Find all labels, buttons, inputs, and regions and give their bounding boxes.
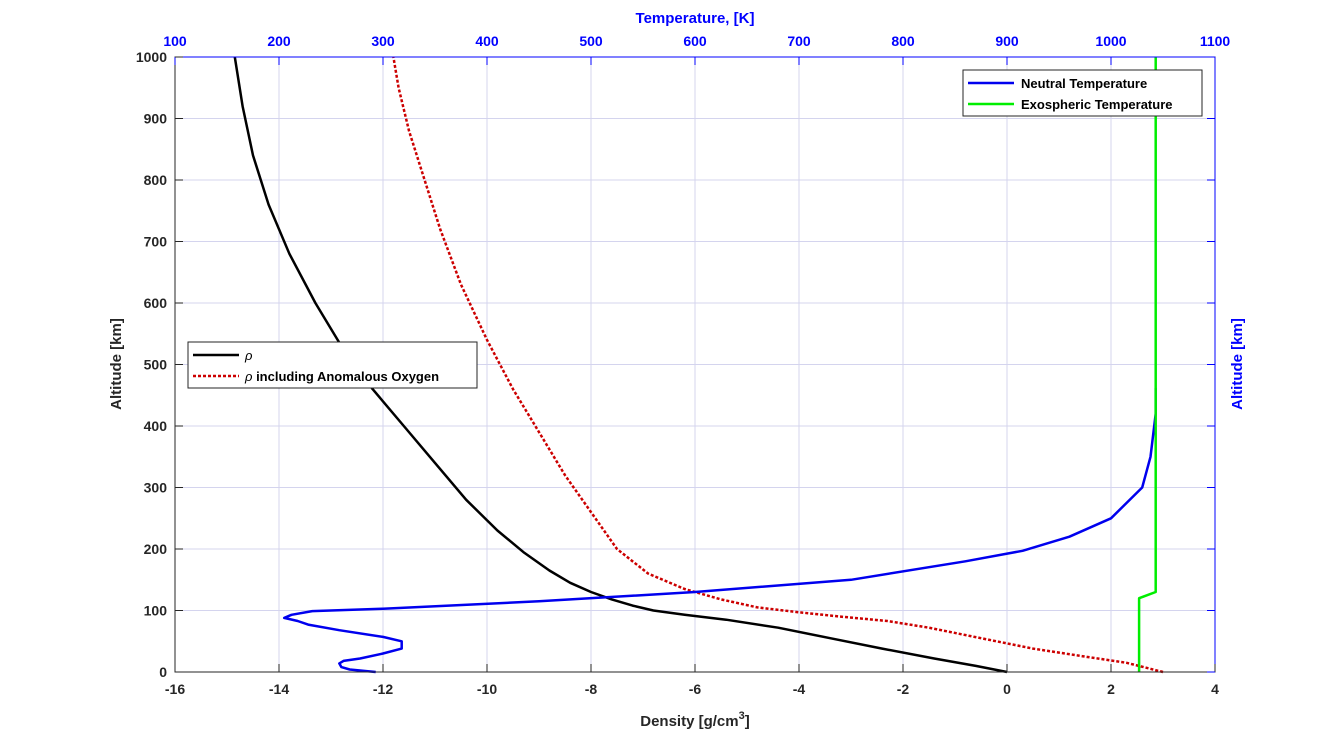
legend-rho-label: ρ [244,348,253,363]
x-tick-label-top: 1000 [1095,33,1126,49]
x-tick-label-top: 100 [163,33,187,49]
x-tick-label-bottom: -8 [585,681,598,697]
x-tick-label-top: 800 [891,33,915,49]
legend-temperature: Neutral Temperature Exospheric Temperatu… [962,69,1203,117]
series-neutral-temperature-line [282,387,1157,674]
x-tick-label-bottom: -10 [477,681,497,697]
x-axis-label-bottom: Density [g/cm3] [640,710,749,730]
x-tick-label-bottom: -14 [269,681,289,697]
legend-density-box [187,341,478,389]
x-tick-label-bottom: -6 [689,681,702,697]
series-rho-ao-line [392,56,1164,674]
y-tick-label-left: 900 [144,111,168,127]
y-tick-label-left: 400 [144,418,168,434]
x-tick-label-top: 600 [683,33,707,49]
x-tick-label-bottom: -16 [165,681,185,697]
axis-ticks: -16 -14 -12 -10 -8 -6 -4 -2 0 2 4 100 200 300 400 500 60… [136,33,1231,697]
x-tick-label-bottom: 0 [1003,681,1011,697]
legend-rho-ao-symbol: ρ [244,369,253,384]
x-tick-label-bottom: -4 [793,681,806,697]
y-tick-label-left: 1000 [136,49,167,65]
y-tick-label-left: 200 [144,541,168,557]
y-tick-label-left: 500 [144,357,168,373]
legend-exo-temp-label: Exospheric Temperature [1021,97,1172,112]
y-axis-label-right: Altitude [km] [1229,318,1246,410]
y-tick-label-left: 800 [144,172,168,188]
legend-temperature-box [962,69,1203,117]
x-tick-label-top: 200 [267,33,291,49]
x-tick-label-top: 700 [787,33,811,49]
x-tick-label-top: 400 [475,33,499,49]
legend-neutral-temp-label: Neutral Temperature [1021,76,1147,91]
y-tick-label-left: 700 [144,234,168,250]
y-tick-label-left: 100 [144,603,168,619]
series-exospheric-temperature-line [1137,57,1157,672]
x-tick-label-top: 1100 [1200,33,1231,49]
x-tick-label-top: 300 [371,33,395,49]
y-tick-label-left: 0 [159,664,167,680]
x-tick-label-bottom: -12 [373,681,393,697]
x-axis-label-superscript: 3 [739,710,745,722]
x-axis-label-top: Temperature, [K] [636,10,755,27]
y-tick-label-left: 600 [144,295,168,311]
x-tick-label-bottom: -2 [897,681,910,697]
legend-rho-ao-label: ρ including Anomalous Oxygen [244,369,439,384]
data-series [233,56,1164,674]
x-tick-label-bottom: 4 [1211,681,1219,697]
x-tick-label-top: 900 [995,33,1019,49]
y-tick-label-left: 300 [144,480,168,496]
y-axis-label-left: Altitude [km] [108,318,125,410]
x-tick-label-top: 500 [579,33,603,49]
x-tick-label-bottom: 2 [1107,681,1115,697]
series-rho-line [233,56,1008,674]
legend-density: ρ ρ including Anomalous Oxygen [187,341,478,389]
legend-rho-symbol: ρ [244,348,253,363]
